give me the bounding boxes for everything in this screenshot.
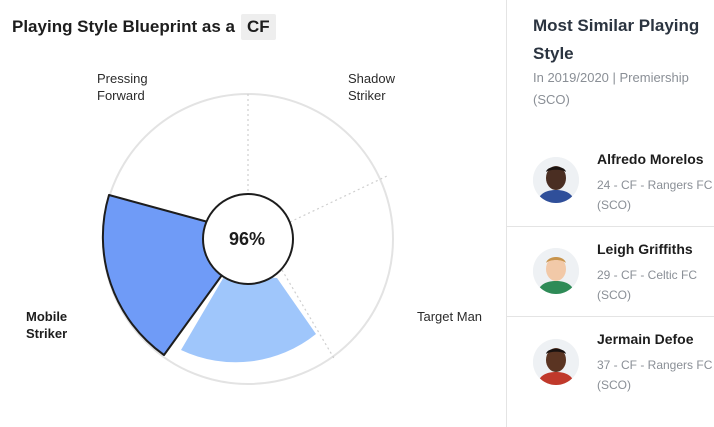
player-photo-icon: [533, 157, 579, 203]
player-row[interactable]: Jermain Defoe 37 - CF - Rangers FC (SCO): [507, 317, 714, 407]
player-row[interactable]: Leigh Griffiths 29 - CF - Celtic FC (SCO…: [507, 227, 714, 317]
axis-label-mobile-striker: Mobile Striker: [26, 308, 67, 342]
player-meta: 37 - CF - Rangers FC (SCO): [597, 358, 713, 392]
axis-label-shadow-striker: Shadow Striker: [348, 70, 395, 104]
player-name[interactable]: Jermain Defoe: [597, 331, 694, 347]
blueprint-panel: Playing Style Blueprint as a CF 96% Pres…: [12, 12, 482, 385]
match-percent: 96%: [228, 228, 266, 249]
similar-title: Most Similar Playing Style: [533, 16, 700, 63]
segment-target-man: [181, 275, 316, 363]
player-name[interactable]: Alfredo Morelos: [597, 151, 704, 167]
player-photo-icon: [533, 248, 579, 294]
axis-label-target-man-line1: Target Man: [417, 309, 483, 324]
player-meta: 24 - CF - Rangers FC (SCO): [597, 178, 713, 212]
axis-label-pressing-forward-line1: Pressing: [97, 71, 148, 86]
axis-label-target-man: Target Man: [417, 308, 482, 325]
segment-mobile-striker: [101, 194, 223, 356]
similar-subtitle: In 2019/2020 | Premiership (SCO): [533, 70, 689, 107]
axis-label-shadow-striker-line1: Shadow: [348, 71, 395, 86]
blueprint-title-text: Playing Style Blueprint as a: [12, 17, 235, 36]
player-avatar: [533, 157, 579, 203]
player-avatar: [533, 339, 579, 385]
position-badge: CF: [240, 14, 276, 40]
player-photo-icon: [533, 339, 579, 385]
radar-center-circle: [202, 193, 294, 285]
player-row[interactable]: Alfredo Morelos 24 - CF - Rangers FC (SC…: [507, 137, 714, 227]
player-name[interactable]: Leigh Griffiths: [597, 241, 693, 257]
similar-players-panel: Most Similar Playing Style In 2019/2020 …: [506, 0, 714, 427]
axis-label-pressing-forward: Pressing Forward: [97, 70, 148, 104]
blueprint-title: Playing Style Blueprint as a CF: [12, 12, 276, 42]
player-meta: 29 - CF - Celtic FC (SCO): [597, 268, 698, 302]
player-avatar: [533, 248, 579, 294]
axis-label-mobile-striker-line1: Mobile: [26, 309, 68, 324]
playing-style-radar: [101, 93, 394, 385]
axis-label-mobile-striker-line2: Striker: [26, 326, 68, 341]
axis-label-shadow-striker-line2: Striker: [348, 88, 386, 103]
axis-label-pressing-forward-line2: Forward: [97, 88, 145, 103]
